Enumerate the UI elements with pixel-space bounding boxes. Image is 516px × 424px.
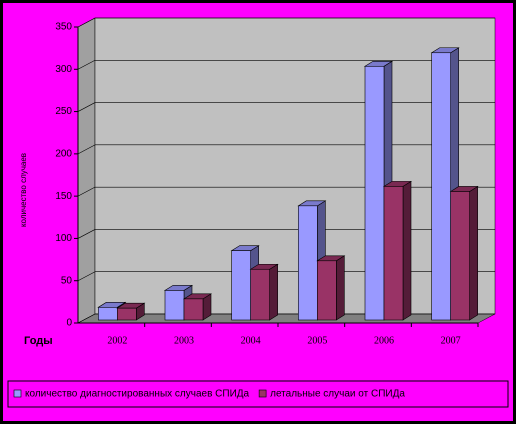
- x-tick-label: 2004: [241, 335, 261, 346]
- legend-label: летальные случаи от СПИДа: [270, 389, 405, 400]
- bar: [117, 307, 137, 321]
- x-tick-label: 2002: [107, 335, 127, 346]
- x-axis-title: Годы: [24, 335, 53, 347]
- y-tick-label: 300: [55, 64, 72, 75]
- grid-line-side: [77, 102, 96, 112]
- bar: [98, 307, 118, 321]
- bar-side: [402, 180, 412, 321]
- bar: [231, 250, 251, 321]
- legend-swatch: [13, 389, 22, 398]
- bar: [164, 290, 185, 321]
- grid-line-side: [77, 17, 96, 28]
- side-wall: [77, 17, 96, 324]
- bar-side: [269, 263, 278, 321]
- grid-line-side: [77, 271, 96, 281]
- bar: [364, 65, 385, 321]
- y-tick-label: 50: [61, 275, 73, 286]
- bar: [450, 191, 470, 321]
- bar: [317, 260, 337, 321]
- bar: [250, 268, 270, 321]
- grid-line-side: [77, 229, 96, 239]
- grid-line-side: [77, 144, 96, 155]
- x-tick-label: 2003: [174, 335, 194, 346]
- bar: [298, 205, 318, 321]
- y-tick-label: 200: [55, 148, 72, 159]
- bar: [383, 186, 404, 321]
- y-tick-label: 250: [55, 106, 72, 117]
- back-wall: [94, 17, 496, 315]
- legend-label: количество диагностированных случаев СПИ…: [25, 389, 250, 400]
- bar-side: [336, 255, 345, 321]
- y-axis-title: количество случаев: [19, 153, 28, 227]
- y-tick-label: 0: [66, 318, 72, 329]
- x-tick-label: 2006: [374, 335, 394, 346]
- y-tick-label: 350: [55, 22, 72, 33]
- grid-line-side: [77, 186, 96, 197]
- x-tick-label: 2005: [307, 335, 327, 346]
- bar-side: [469, 185, 478, 321]
- y-tick-label: 100: [55, 233, 72, 244]
- grid-line-side: [77, 60, 96, 70]
- bar: [183, 298, 204, 321]
- legend-box: [7, 380, 509, 408]
- y-tick-label: 150: [55, 191, 72, 202]
- x-tick-label: 2007: [441, 335, 461, 346]
- grid-line-side: [77, 313, 96, 324]
- bar: [431, 52, 451, 321]
- legend-swatch: [258, 389, 267, 398]
